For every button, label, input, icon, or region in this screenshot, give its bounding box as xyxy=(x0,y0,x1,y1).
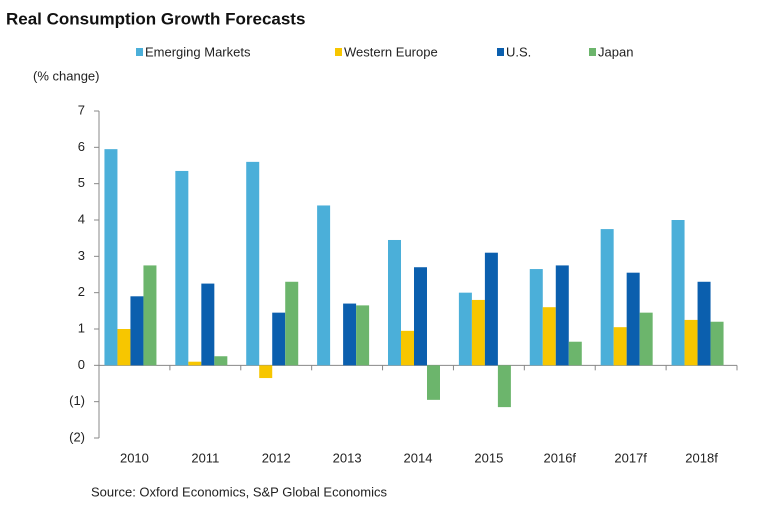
bar xyxy=(214,356,228,366)
bar xyxy=(285,281,299,366)
x-tick-label: 2017f xyxy=(614,450,647,465)
bar xyxy=(710,321,724,366)
bar xyxy=(259,365,273,379)
bar xyxy=(317,205,331,366)
bar xyxy=(613,327,627,366)
y-tick-label: 2 xyxy=(78,284,85,299)
x-tick-label: 2010 xyxy=(120,450,149,465)
bar xyxy=(697,281,711,366)
y-tick-label: 3 xyxy=(78,248,85,263)
legend-label: Emerging Markets xyxy=(145,44,251,59)
x-tick-label: 2014 xyxy=(404,450,433,465)
bar xyxy=(104,149,118,366)
bar xyxy=(427,365,440,400)
bar xyxy=(471,299,485,366)
bar xyxy=(175,170,189,366)
bar xyxy=(484,252,498,366)
bar xyxy=(458,292,472,366)
x-tick-label: 2011 xyxy=(191,450,219,465)
x-tick-label: 2012 xyxy=(262,450,291,465)
y-tick-label: 0 xyxy=(78,357,85,372)
y-tick-label: 4 xyxy=(78,211,85,226)
bar xyxy=(246,161,260,366)
x-tick-label: 2013 xyxy=(333,450,362,465)
bar xyxy=(356,305,370,366)
bar xyxy=(497,365,511,408)
legend-label: Western Europe xyxy=(344,44,438,59)
source-note: Source: Oxford Economics, S&P Global Eco… xyxy=(91,484,387,499)
y-tick-label: 6 xyxy=(78,139,85,154)
bar xyxy=(201,283,215,366)
legend-swatch xyxy=(335,48,342,56)
legend-swatch xyxy=(497,48,504,56)
bar xyxy=(600,229,614,366)
bar xyxy=(188,361,202,366)
bar xyxy=(414,267,427,366)
y-tick-label: 7 xyxy=(78,102,85,117)
bar xyxy=(343,303,357,366)
bar xyxy=(542,307,556,366)
bar xyxy=(130,296,144,366)
bar xyxy=(143,265,157,366)
bar xyxy=(388,239,401,366)
y-axis-label: (% change) xyxy=(33,68,99,83)
legend-label: Japan xyxy=(598,44,633,59)
legend-swatch xyxy=(589,48,596,56)
bar xyxy=(272,312,286,366)
bar xyxy=(529,269,543,366)
y-tick-label: 5 xyxy=(78,175,85,190)
bar xyxy=(117,329,131,366)
legend-label: U.S. xyxy=(506,44,531,59)
bar xyxy=(401,330,414,366)
bar xyxy=(626,272,640,366)
chart-title: Real Consumption Growth Forecasts xyxy=(6,9,305,28)
legend-swatch xyxy=(136,48,143,56)
y-tick-label: (1) xyxy=(69,393,85,408)
bar xyxy=(684,319,698,366)
x-tick-label: 2016f xyxy=(544,450,577,465)
y-tick-label: 1 xyxy=(78,320,85,335)
bar xyxy=(555,265,569,366)
bar xyxy=(639,312,653,366)
bar xyxy=(568,341,582,366)
bar xyxy=(671,220,685,366)
x-tick-label: 2018f xyxy=(685,450,718,465)
y-tick-label: (2) xyxy=(69,429,85,444)
x-tick-label: 2015 xyxy=(474,450,503,465)
